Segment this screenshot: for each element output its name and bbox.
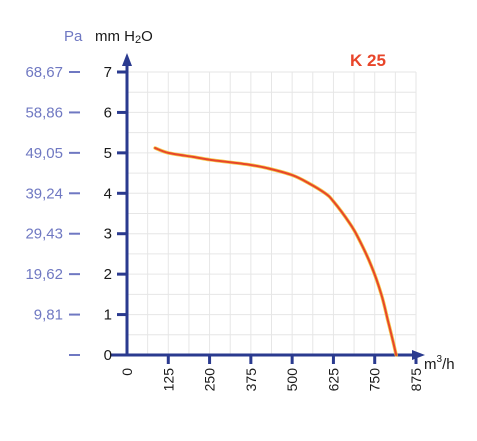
axes [110, 53, 425, 360]
y-tick-label-mm: 2 [104, 266, 112, 283]
pa-tick-label: 49,05 [25, 145, 63, 162]
pa-unit-label: Pa [64, 28, 83, 45]
y-tick-label-mm: 5 [104, 145, 112, 162]
series-line [154, 147, 398, 356]
y-tick-label-mm: 7 [104, 64, 112, 81]
pa-tick-label: 58,86 [25, 104, 63, 121]
x-tick-label: 125 [160, 368, 176, 392]
x-axis: 0 125 250 375 500 625 750 875 [119, 355, 424, 391]
curve-name-label: K 25 [350, 51, 386, 70]
x-tick-label: 750 [367, 368, 383, 392]
y-axis-mm: 0 1 2 3 4 5 6 7 [104, 64, 127, 364]
y-axis-arrow [122, 53, 132, 66]
y-tick-label-mm: 6 [104, 104, 112, 121]
grid [127, 71, 417, 355]
y-tick-label-mm: 4 [104, 185, 112, 202]
x-tick-label: 0 [119, 368, 135, 376]
pa-tick-label: 9,81 [34, 307, 63, 324]
x-tick-label: 375 [243, 368, 259, 392]
pa-tick-label: 19,62 [25, 266, 63, 283]
mm-unit-label: mm H2O [95, 28, 153, 46]
series-group [153, 146, 398, 357]
pa-tick-label: 68,67 [25, 64, 63, 81]
series-line-glow [153, 146, 398, 357]
y-tick-label-mm: 1 [104, 307, 112, 324]
y-tick-label-mm: 0 [104, 347, 112, 364]
pa-tick-label: 29,43 [25, 226, 63, 243]
pa-axis: 9,81 19,62 29,43 39,24 49,05 58,86 68,67 [25, 64, 80, 356]
x-tick-label: 875 [408, 368, 424, 392]
x-unit-label: m3/h [424, 354, 455, 373]
y-tick-label-mm: 3 [104, 226, 112, 243]
x-tick-label: 625 [325, 368, 341, 392]
x-tick-label: 500 [284, 368, 300, 392]
pa-tick-label: 39,24 [25, 185, 63, 202]
x-tick-label: 250 [202, 368, 218, 392]
